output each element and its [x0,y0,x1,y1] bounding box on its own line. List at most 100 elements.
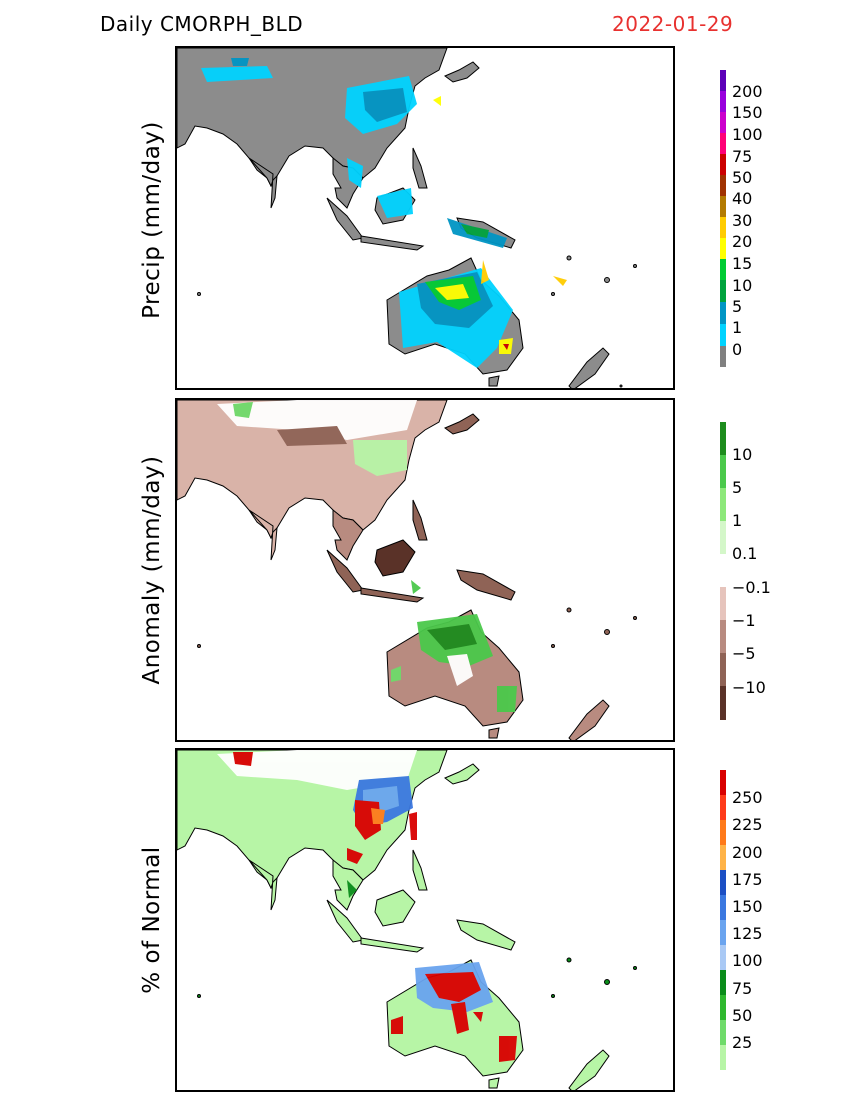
pacific-islands [197,255,637,388]
philippines [412,147,428,189]
precip-map-canvas [177,48,637,388]
tasmania [488,1077,500,1089]
colorbar-swatch [720,175,726,196]
anomaly-ylabel: Anomaly (mm/day) [139,455,165,685]
colorbar-label: 10 [732,445,753,464]
colorbar-swatch [720,587,726,620]
colorbar-label: 50 [732,1006,753,1025]
colorbar-label: 175 [732,870,763,889]
colorbar-label: 75 [732,979,753,998]
colorbar-label: 1 [732,318,743,337]
colorbar-swatch [720,324,726,346]
new-guinea [456,919,516,951]
colorbar-label: 0.1 [732,544,758,563]
indochina [332,508,364,561]
colorbar-label: 250 [732,788,763,807]
japan [444,61,480,83]
colorbar-label: 200 [732,82,763,101]
colorbar-swatch [720,970,726,995]
colorbar-label: 100 [732,125,763,144]
tasmania [488,375,500,387]
colorbar-swatch [720,1045,726,1070]
pct-ylabel: % of Normal [139,846,165,994]
colorbar-swatch [720,845,726,870]
new-zealand [568,699,610,740]
colorbar-swatch [720,945,726,970]
colorbar-swatch [720,196,726,217]
colorbar-label: 150 [732,103,763,122]
colorbar-swatch [720,995,726,1020]
colorbar-swatch [720,422,726,455]
colorbar-swatch [720,620,726,653]
colorbar-swatch [720,154,726,175]
colorbar-label: 75 [732,147,753,166]
colorbar-swatch [720,217,726,238]
colorbar-label: 30 [732,211,753,230]
sumatra [326,899,364,943]
pct-patches [217,750,517,1062]
sumatra [326,549,364,593]
anomaly-map-canvas [177,400,637,740]
precip-colorbar [720,70,726,370]
precip-map [175,46,675,390]
colorbar-label: 5 [732,297,743,316]
colorbar-swatch [720,820,726,845]
sumatra [326,197,364,241]
colorbar-label: −10 [732,678,766,697]
colorbar-swatch [720,521,726,554]
colorbar-label: 225 [732,815,763,834]
tasmania [488,727,500,739]
india-peninsula [248,859,278,911]
pct-map-canvas [177,750,637,1090]
colorbar-label: 200 [732,843,763,862]
colorbar-label: 50 [732,168,753,187]
pct-colorbar [720,770,726,1070]
colorbar-label: 10 [732,276,753,295]
colorbar-label: 25 [732,1033,753,1052]
date-label: 2022-01-29 [612,12,734,36]
java [360,937,425,953]
precip-patches [201,58,567,368]
colorbar-label: −1 [732,611,756,630]
new-guinea [456,569,516,601]
chart-title: Daily CMORPH_BLD [100,12,304,36]
colorbar-swatch [720,259,726,280]
colorbar-swatch [720,302,726,324]
colorbar-label: 150 [732,897,763,916]
colorbar-label: 15 [732,254,753,273]
colorbar-label: 125 [732,924,763,943]
philippines [412,849,428,891]
borneo [374,889,416,927]
colorbar-swatch [720,238,726,259]
colorbar-label: 100 [732,951,763,970]
colorbar-label: 40 [732,189,753,208]
precip-ylabel: Precip (mm/day) [139,121,165,319]
colorbar-swatch [720,554,726,587]
colorbar-swatch [720,133,726,154]
japan [444,413,480,435]
colorbar-swatch [720,895,726,920]
colorbar-label: 0 [732,340,743,359]
colorbar-swatch [720,346,726,367]
colorbar-label: 1 [732,511,743,530]
colorbar-swatch [720,686,726,720]
colorbar-swatch [720,770,726,795]
pct-map [175,748,675,1092]
java [360,235,425,251]
colorbar-label: 20 [732,232,753,251]
japan [444,763,480,785]
colorbar-label: 5 [732,478,743,497]
colorbar-swatch [720,91,726,112]
colorbar-swatch [720,653,726,686]
colorbar-swatch [720,455,726,488]
india-peninsula [248,157,278,209]
colorbar-label: −0.1 [732,578,771,597]
new-zealand [568,347,610,388]
philippines [412,499,428,541]
colorbar-swatch [720,112,726,133]
java [360,587,425,603]
anomaly-patches [217,400,517,712]
colorbar-label: −5 [732,644,756,663]
india-peninsula [248,509,278,561]
colorbar-swatch [720,1020,726,1045]
